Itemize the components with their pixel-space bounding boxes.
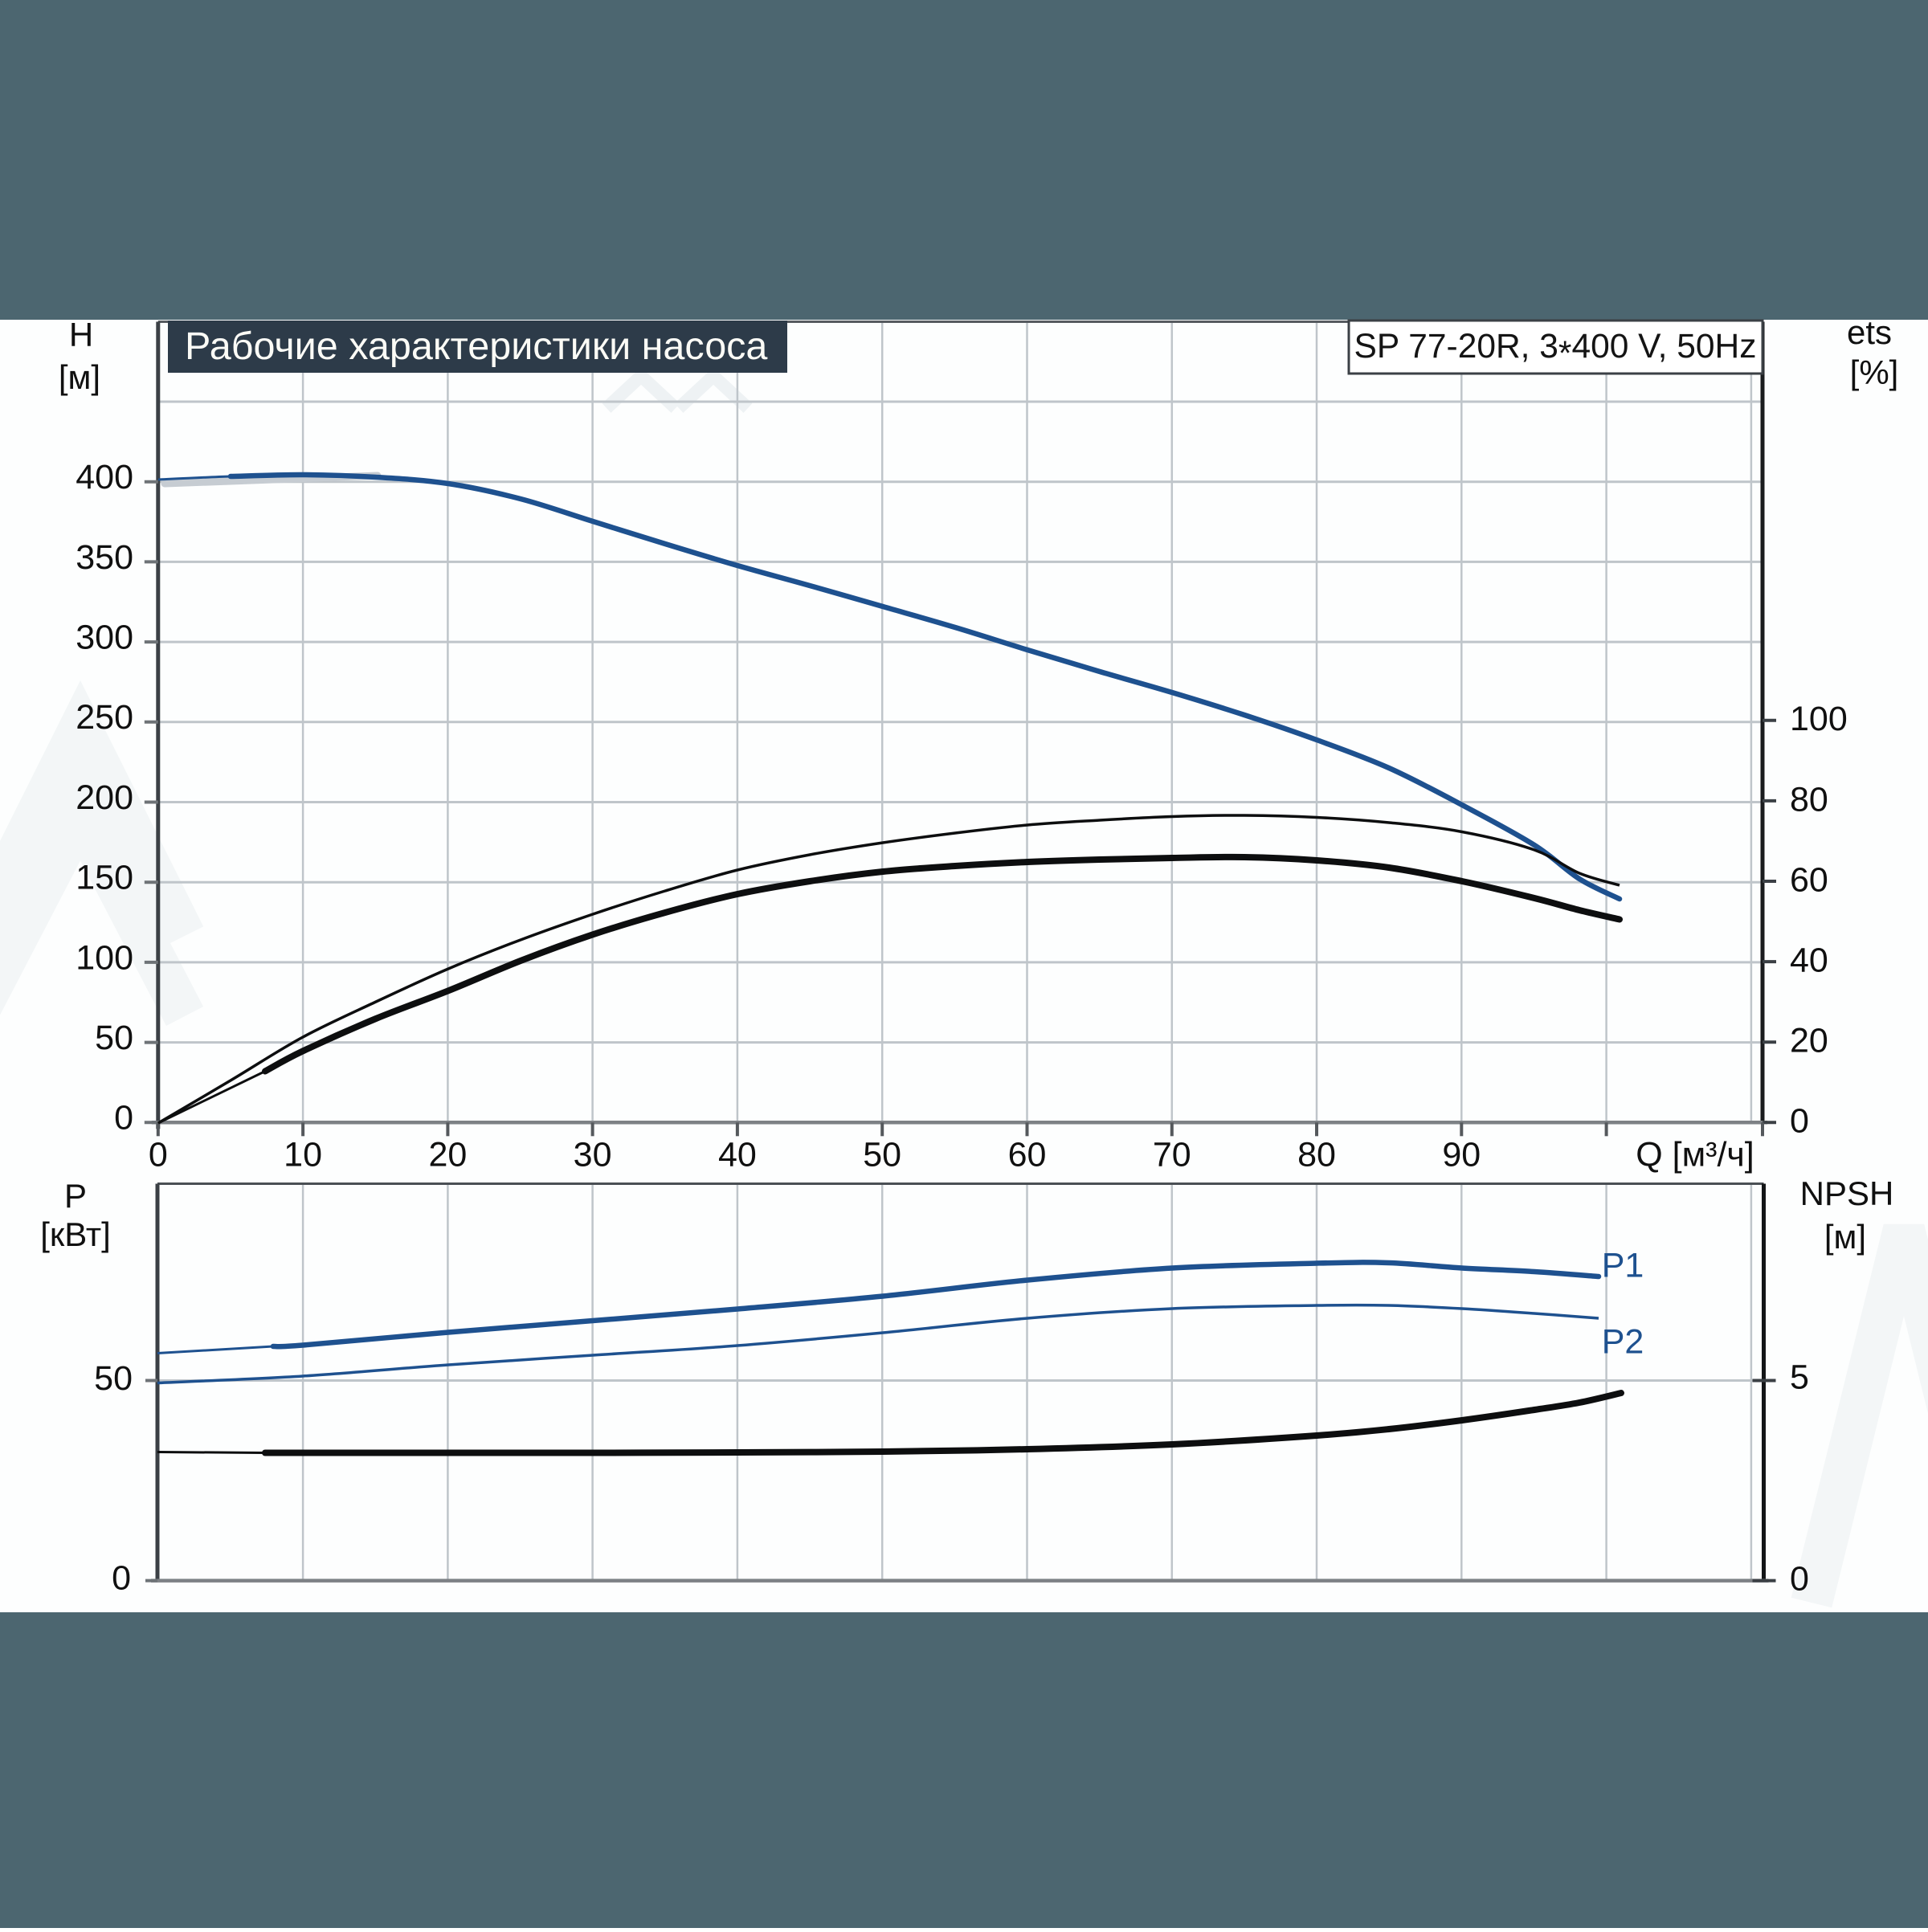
svg-text:NPSH: NPSH — [1800, 1174, 1894, 1212]
svg-text:0: 0 — [1790, 1559, 1809, 1598]
svg-text:H: H — [69, 316, 93, 353]
svg-text:P: P — [64, 1177, 87, 1215]
svg-text:[м]: [м] — [59, 358, 100, 396]
svg-text:350: 350 — [76, 538, 133, 577]
svg-text:70: 70 — [1153, 1135, 1191, 1174]
svg-text:SP 77-20R, 3*400 V, 50Hz: SP 77-20R, 3*400 V, 50Hz — [1354, 328, 1757, 373]
svg-text:5: 5 — [1790, 1358, 1809, 1396]
svg-text:P2: P2 — [1602, 1322, 1644, 1361]
svg-text:80: 80 — [1297, 1135, 1336, 1174]
svg-text:60: 60 — [1008, 1135, 1047, 1174]
svg-text:50: 50 — [863, 1135, 901, 1174]
svg-text:Рабочие характеристики насоса: Рабочие характеристики насоса — [185, 325, 767, 368]
svg-text:80: 80 — [1790, 780, 1828, 819]
svg-text:0: 0 — [114, 1099, 133, 1138]
svg-text:60: 60 — [1790, 860, 1828, 899]
svg-text:150: 150 — [76, 859, 133, 897]
svg-text:100: 100 — [1790, 700, 1848, 738]
svg-text:40: 40 — [1790, 941, 1828, 979]
svg-text:P1: P1 — [1602, 1246, 1644, 1285]
svg-text:200: 200 — [76, 778, 133, 817]
svg-text:30: 30 — [574, 1135, 612, 1174]
svg-text:Q [м³/ч]: Q [м³/ч] — [1636, 1135, 1754, 1174]
svg-text:100: 100 — [76, 938, 133, 977]
svg-text:[%]: [%] — [1850, 353, 1899, 391]
svg-text:90: 90 — [1442, 1135, 1481, 1174]
svg-text:0: 0 — [1790, 1102, 1809, 1141]
svg-text:0: 0 — [149, 1135, 168, 1174]
svg-text:40: 40 — [718, 1135, 757, 1174]
svg-text:[м]: [м] — [1824, 1218, 1866, 1256]
svg-text:400: 400 — [76, 458, 133, 496]
svg-text:250: 250 — [76, 698, 133, 737]
svg-text:[кВт]: [кВт] — [40, 1215, 111, 1253]
svg-text:50: 50 — [94, 1359, 133, 1398]
svg-text:20: 20 — [428, 1135, 467, 1174]
svg-text:20: 20 — [1790, 1022, 1828, 1060]
svg-text:ets: ets — [1847, 313, 1892, 351]
svg-text:0: 0 — [112, 1558, 131, 1597]
svg-text:300: 300 — [76, 618, 133, 656]
svg-text:50: 50 — [95, 1019, 133, 1057]
svg-text:10: 10 — [284, 1135, 322, 1174]
